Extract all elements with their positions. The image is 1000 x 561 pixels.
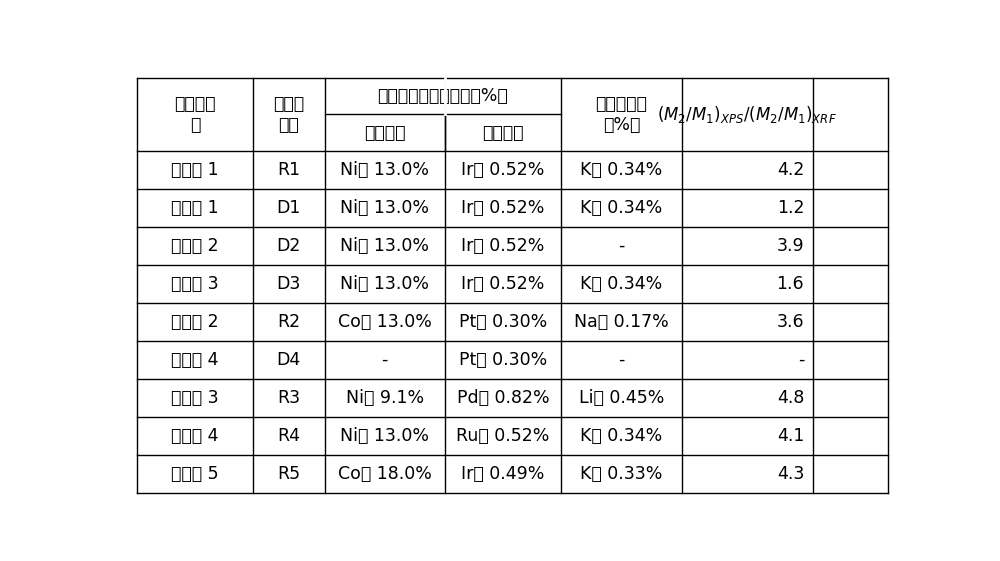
Text: Ni， 13.0%: Ni， 13.0% [340, 427, 429, 445]
Text: Co， 18.0%: Co， 18.0% [338, 465, 432, 483]
Text: Na， 0.17%: Na， 0.17% [574, 312, 669, 331]
Text: R4: R4 [277, 427, 300, 445]
Text: -: - [798, 351, 804, 369]
Text: 4.1: 4.1 [777, 427, 804, 445]
Text: K， 0.34%: K， 0.34% [580, 275, 663, 293]
Text: Ni， 13.0%: Ni， 13.0% [340, 237, 429, 255]
Text: 对比例 4: 对比例 4 [171, 351, 219, 369]
Text: 3.9: 3.9 [777, 237, 804, 255]
Text: Ir， 0.49%: Ir， 0.49% [461, 465, 545, 483]
Text: 4.8: 4.8 [777, 389, 804, 407]
Text: K， 0.34%: K， 0.34% [580, 427, 663, 445]
Text: 实施例 5: 实施例 5 [171, 465, 219, 483]
Text: Ir， 0.52%: Ir， 0.52% [461, 275, 545, 293]
Text: 1.6: 1.6 [777, 275, 804, 293]
Text: 双金属组分组成（重量%）: 双金属组分组成（重量%） [378, 88, 508, 105]
Text: -: - [382, 351, 388, 369]
Text: Pt， 0.30%: Pt， 0.30% [459, 351, 547, 369]
Text: R5: R5 [277, 465, 300, 483]
Text: K， 0.33%: K， 0.33% [580, 465, 663, 483]
Text: D4: D4 [277, 351, 301, 369]
Text: Ru， 0.52%: Ru， 0.52% [456, 427, 550, 445]
Text: Co， 13.0%: Co， 13.0% [338, 312, 432, 331]
Text: Ni， 9.1%: Ni， 9.1% [346, 389, 424, 407]
Text: 实施例 3: 实施例 3 [171, 389, 219, 407]
Text: Li， 0.45%: Li， 0.45% [579, 389, 664, 407]
Text: D3: D3 [277, 275, 301, 293]
Text: -: - [618, 237, 625, 255]
Text: 实施例 1: 实施例 1 [171, 160, 219, 179]
Text: 对比例 1: 对比例 1 [171, 199, 219, 217]
Text: 4.2: 4.2 [777, 160, 804, 179]
Text: Ni， 13.0%: Ni， 13.0% [340, 160, 429, 179]
Text: Pt， 0.30%: Pt， 0.30% [459, 312, 547, 331]
Text: 1.2: 1.2 [777, 199, 804, 217]
Text: Ir， 0.52%: Ir， 0.52% [461, 160, 545, 179]
Text: R2: R2 [277, 312, 300, 331]
Text: 实施例 2: 实施例 2 [171, 312, 219, 331]
Text: R3: R3 [277, 389, 300, 407]
Text: Pd， 0.82%: Pd， 0.82% [457, 389, 549, 407]
Text: -: - [618, 351, 625, 369]
Text: Ir， 0.52%: Ir， 0.52% [461, 199, 545, 217]
Text: 4.3: 4.3 [777, 465, 804, 483]
Text: Ni， 13.0%: Ni， 13.0% [340, 275, 429, 293]
Text: 实施例编
号: 实施例编 号 [174, 95, 216, 134]
Text: Ni， 13.0%: Ni， 13.0% [340, 199, 429, 217]
Text: D1: D1 [277, 199, 301, 217]
Text: 催化剂
编号: 催化剂 编号 [273, 95, 304, 134]
Text: R1: R1 [277, 160, 300, 179]
Text: 第二金属: 第二金属 [482, 123, 524, 141]
Text: K， 0.34%: K， 0.34% [580, 199, 663, 217]
Text: K， 0.34%: K， 0.34% [580, 160, 663, 179]
Text: 第一金属: 第一金属 [364, 123, 405, 141]
Text: 3.6: 3.6 [777, 312, 804, 331]
Text: 实施例 4: 实施例 4 [171, 427, 219, 445]
Text: $(M_2/M_1)_{XPS}/(M_2/M_1)_{XRF}$: $(M_2/M_1)_{XPS}/(M_2/M_1)_{XRF}$ [657, 104, 837, 125]
Text: 对比例 3: 对比例 3 [171, 275, 219, 293]
Text: D2: D2 [277, 237, 301, 255]
Text: 碱金属（重
量%）: 碱金属（重 量%） [596, 95, 647, 134]
Text: Ir， 0.52%: Ir， 0.52% [461, 237, 545, 255]
Text: 对比例 2: 对比例 2 [171, 237, 219, 255]
